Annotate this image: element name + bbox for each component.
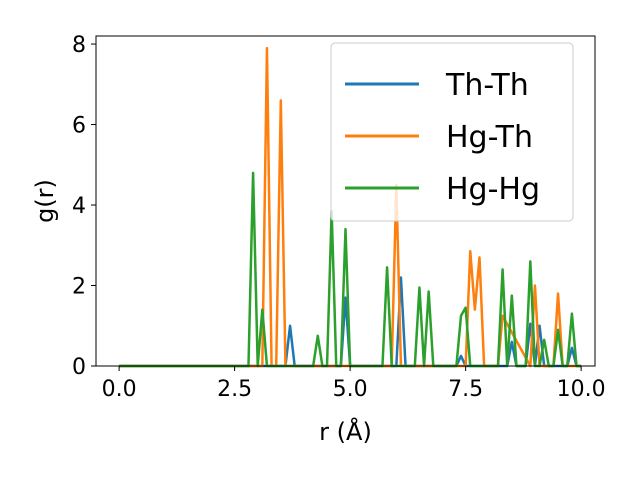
legend-label-hg-hg: Hg-Hg bbox=[446, 172, 540, 207]
y-tick-label: 0 bbox=[72, 355, 86, 380]
x-axis-label: r (Å) bbox=[319, 417, 372, 446]
legend-items: Th-Th Hg-Th Hg-Hg bbox=[345, 68, 540, 207]
series-line-hg-th bbox=[119, 46, 582, 368]
x-axis-ticks: 0.0 2.5 5.0 7.5 10.0 bbox=[102, 366, 606, 402]
x-tick-label: 0.0 bbox=[102, 377, 137, 402]
legend-box bbox=[330, 42, 574, 222]
y-tick-label: 4 bbox=[72, 194, 86, 219]
x-tick-label: 5.0 bbox=[333, 377, 368, 402]
series-line-hg-hg bbox=[119, 171, 582, 368]
x-tick-label: 10.0 bbox=[557, 377, 606, 402]
legend: Th-Th Hg-Th Hg-Hg bbox=[330, 42, 574, 222]
x-tick-label: 2.5 bbox=[217, 377, 252, 402]
legend-label-hg-th: Hg-Th bbox=[446, 120, 533, 155]
x-tick-label: 7.5 bbox=[448, 377, 483, 402]
y-axis-ticks: 0 2 4 6 8 bbox=[72, 33, 96, 380]
y-tick-label: 8 bbox=[72, 33, 86, 58]
plot-area-frame bbox=[95, 35, 596, 367]
legend-label-th-th: Th-Th bbox=[445, 68, 529, 103]
y-axis-label: g(r) bbox=[31, 179, 59, 223]
y-tick-label: 2 bbox=[72, 275, 86, 300]
y-tick-label: 6 bbox=[72, 114, 86, 139]
